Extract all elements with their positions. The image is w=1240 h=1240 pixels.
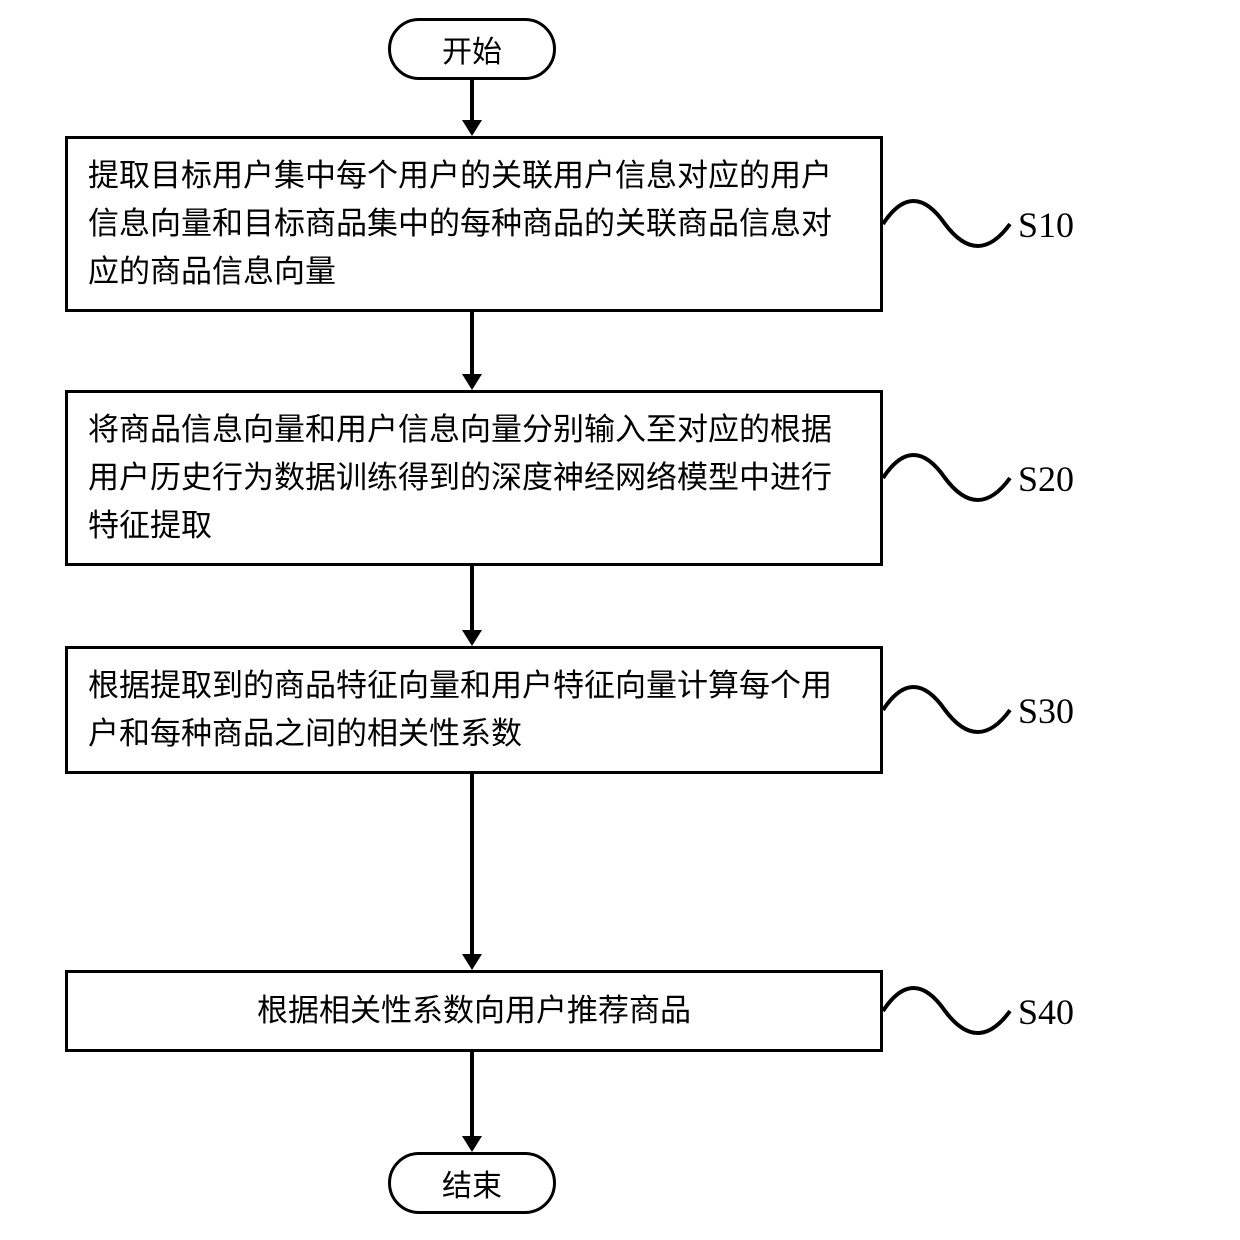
- flowchart-container: 开始 提取目标用户集中每个用户的关联用户信息对应的用户信息向量和目标商品集中的每…: [0, 0, 1240, 1240]
- arrow-head-4: [462, 954, 482, 970]
- arrow-3: [470, 566, 474, 632]
- arrow-1: [470, 80, 474, 122]
- step-s30-text: 根据提取到的商品特征向量和用户特征向量计算每个用户和每种商品之间的相关性系数: [88, 662, 860, 758]
- step-s10-text: 提取目标用户集中每个用户的关联用户信息对应的用户信息向量和目标商品集中的每种商品…: [88, 152, 860, 296]
- wave-s10: [883, 188, 1013, 260]
- arrow-2: [470, 312, 474, 376]
- step-s20-label: S20: [1018, 458, 1074, 500]
- arrow-head-5: [462, 1136, 482, 1152]
- step-s10-box: 提取目标用户集中每个用户的关联用户信息对应的用户信息向量和目标商品集中的每种商品…: [65, 136, 883, 312]
- step-s30-label: S30: [1018, 690, 1074, 732]
- start-terminal: 开始: [388, 18, 556, 80]
- arrow-head-1: [462, 120, 482, 136]
- step-s10-label: S10: [1018, 204, 1074, 246]
- start-label: 开始: [442, 27, 502, 71]
- end-label: 结束: [442, 1161, 502, 1205]
- arrow-5: [470, 1052, 474, 1138]
- end-terminal: 结束: [388, 1152, 556, 1214]
- step-s40-text: 根据相关性系数向用户推荐商品: [257, 987, 691, 1035]
- step-s40-box: 根据相关性系数向用户推荐商品: [65, 970, 883, 1052]
- arrow-4: [470, 774, 474, 956]
- wave-s20: [883, 442, 1013, 514]
- arrow-head-2: [462, 374, 482, 390]
- wave-s30: [883, 674, 1013, 746]
- arrow-head-3: [462, 630, 482, 646]
- wave-s40: [883, 975, 1013, 1047]
- step-s20-text: 将商品信息向量和用户信息向量分别输入至对应的根据用户历史行为数据训练得到的深度神…: [88, 406, 860, 550]
- step-s40-label: S40: [1018, 991, 1074, 1033]
- step-s30-box: 根据提取到的商品特征向量和用户特征向量计算每个用户和每种商品之间的相关性系数: [65, 646, 883, 774]
- step-s20-box: 将商品信息向量和用户信息向量分别输入至对应的根据用户历史行为数据训练得到的深度神…: [65, 390, 883, 566]
